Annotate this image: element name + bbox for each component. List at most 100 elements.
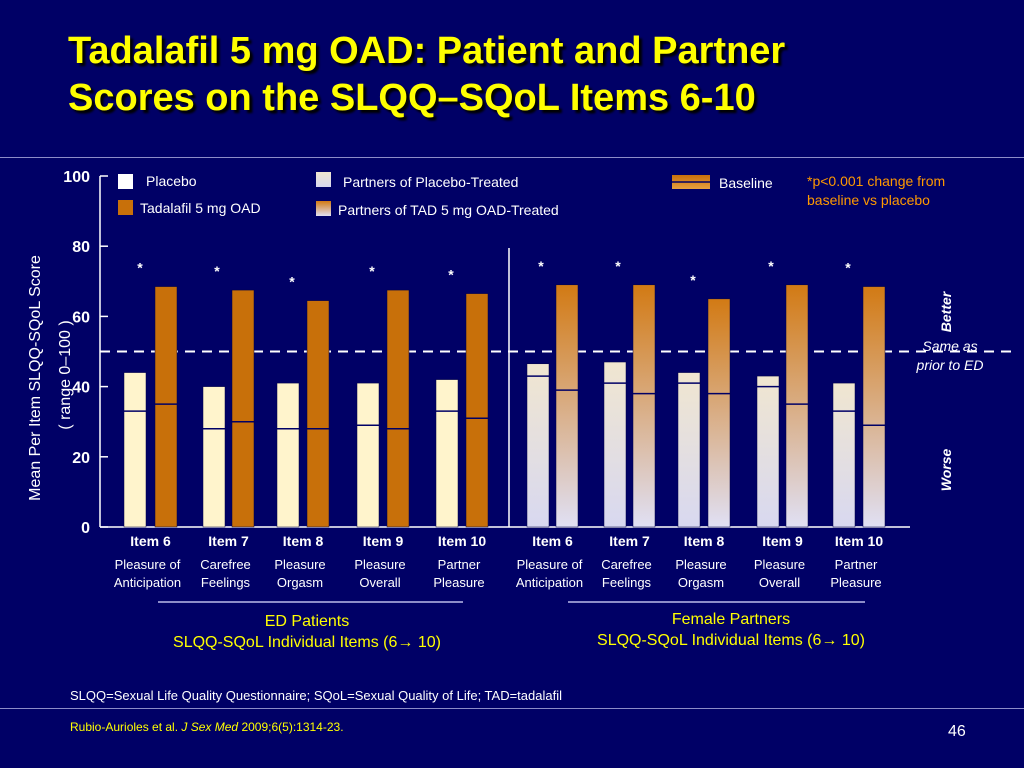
item-description: Carefree bbox=[601, 557, 652, 572]
item-description: Orgasm bbox=[277, 575, 323, 590]
ed-group-caption: ED Patients SLQQ-SQoL Individual Items (… bbox=[112, 611, 502, 653]
significance-asterisk: * bbox=[768, 258, 774, 274]
y-tick-label: 40 bbox=[72, 380, 90, 397]
significance-asterisk: * bbox=[448, 267, 454, 283]
item-description: Pleasure of bbox=[115, 557, 181, 572]
bar-partner-tad bbox=[555, 284, 579, 528]
bar-chart: 0 20 40 60 80 100 * * * * * * * * * * Item 6 Pleasure of… bbox=[27, 169, 1012, 603]
item-description: Anticipation bbox=[516, 575, 583, 590]
significance-asterisk: * bbox=[369, 263, 375, 279]
citation: Rubio-Aurioles et al. J Sex Med 2009;6(5… bbox=[70, 720, 344, 734]
item-description: Overall bbox=[759, 575, 800, 590]
bar-partner-tad bbox=[632, 284, 656, 528]
same-as-prior-line2: prior to ED bbox=[916, 357, 984, 373]
bar-placebo bbox=[435, 379, 459, 528]
slide-title-line2: Scores on the SLQQ–SQoL Items 6-10 bbox=[68, 77, 756, 119]
legend-label-partner-placebo: Partners of Placebo-Treated bbox=[343, 174, 518, 190]
x-category-label: Item 9 bbox=[762, 533, 803, 549]
bar-placebo bbox=[202, 386, 226, 528]
better-label: Better bbox=[938, 290, 954, 332]
x-category-label: Item 8 bbox=[283, 533, 324, 549]
significance-asterisk: * bbox=[214, 263, 220, 279]
page-number: 46 bbox=[948, 723, 966, 740]
significance-asterisk: * bbox=[690, 272, 696, 288]
y-axis-title-line1: Mean Per Item SLQQ-SQoL Score bbox=[27, 255, 44, 501]
legend-swatch-partner-placebo bbox=[316, 172, 331, 187]
item-description: Pleasure bbox=[274, 557, 325, 572]
same-as-prior-line1: Same as bbox=[922, 338, 977, 354]
x-category-label: Item 10 bbox=[835, 533, 883, 549]
x-category-label: Item 7 bbox=[208, 533, 249, 549]
legend-label-baseline: Baseline bbox=[719, 175, 773, 191]
significance-asterisk: * bbox=[137, 260, 143, 276]
item-description: Pleasure bbox=[830, 575, 881, 590]
legend-label-tadalafil: Tadalafil 5 mg OAD bbox=[140, 200, 261, 216]
ed-group-caption-line1: ED Patients bbox=[264, 613, 350, 630]
x-category-label: Item 6 bbox=[532, 533, 573, 549]
significance-asterisk: * bbox=[538, 258, 544, 274]
item-description: Orgasm bbox=[678, 575, 724, 590]
footer-divider bbox=[0, 708, 1024, 709]
legend-label-placebo: Placebo bbox=[146, 173, 197, 189]
item-description: Partner bbox=[438, 557, 481, 572]
legend-label-partner-tad: Partners of TAD 5 mg OAD-Treated bbox=[338, 202, 559, 218]
item-description: Pleasure bbox=[675, 557, 726, 572]
y-axis-title-line2: ( range 0–100 ) bbox=[57, 320, 74, 429]
y-tick-label: 20 bbox=[72, 450, 90, 467]
legend-swatch-tadalafil bbox=[118, 200, 133, 215]
item-description: Pleasure bbox=[754, 557, 805, 572]
item-description: Feelings bbox=[201, 575, 251, 590]
item-description: Partner bbox=[835, 557, 878, 572]
bar-partner-tad bbox=[707, 298, 731, 528]
bar-tadalafil bbox=[465, 293, 489, 528]
significance-asterisk: * bbox=[615, 258, 621, 274]
y-tick-label: 100 bbox=[63, 169, 90, 186]
worse-label: Worse bbox=[938, 449, 954, 492]
citation-details: 2009;6(5):1314-23. bbox=[241, 720, 344, 734]
item-description: Carefree bbox=[200, 557, 251, 572]
item-description: Pleasure bbox=[354, 557, 405, 572]
y-tick-label: 0 bbox=[81, 520, 90, 537]
footnote: SLQQ=Sexual Life Quality Questionnaire; … bbox=[70, 688, 562, 703]
legend-swatch-placebo bbox=[118, 174, 133, 189]
bar-partner-tad bbox=[862, 286, 886, 528]
x-category-label: Item 6 bbox=[130, 533, 171, 549]
bar-tadalafil bbox=[154, 286, 178, 528]
x-category-label: Item 10 bbox=[438, 533, 486, 549]
x-category-label: Item 9 bbox=[363, 533, 404, 549]
significance-asterisk: * bbox=[845, 260, 851, 276]
bar-partner-placebo bbox=[832, 382, 856, 528]
significance-note-line1: *p<0.001 change from bbox=[807, 173, 945, 189]
y-tick-label: 80 bbox=[72, 239, 90, 256]
bar-tadalafil bbox=[386, 289, 410, 528]
item-description: Overall bbox=[359, 575, 400, 590]
ed-group-caption-line2: SLQQ-SQoL Individual Items (6→ 10) bbox=[173, 634, 441, 651]
slide-title-line1: Tadalafil 5 mg OAD: Patient and Partner bbox=[68, 30, 786, 72]
bar-tadalafil bbox=[306, 300, 330, 528]
bar-placebo bbox=[123, 372, 147, 528]
item-description: Anticipation bbox=[114, 575, 181, 590]
x-category-label: Item 7 bbox=[609, 533, 650, 549]
citation-authors: Rubio-Aurioles et al. bbox=[70, 720, 179, 734]
item-description: Pleasure bbox=[433, 575, 484, 590]
x-category-label: Item 8 bbox=[684, 533, 725, 549]
title-divider bbox=[0, 157, 1024, 158]
item-description: Feelings bbox=[602, 575, 652, 590]
bar-partner-placebo bbox=[603, 361, 627, 528]
bar-partner-placebo bbox=[526, 363, 550, 528]
item-description: Pleasure of bbox=[517, 557, 583, 572]
y-tick-label: 60 bbox=[72, 309, 90, 326]
bar-tadalafil bbox=[231, 289, 255, 528]
significance-note-line2: baseline vs placebo bbox=[807, 192, 930, 208]
bar-partner-placebo bbox=[677, 372, 701, 528]
citation-journal: J Sex Med bbox=[181, 720, 239, 734]
bar-partner-tad bbox=[785, 284, 809, 528]
bar-placebo bbox=[276, 382, 300, 528]
slide-title: Tadalafil 5 mg OAD: Patient and Partner … bbox=[68, 28, 988, 122]
bar-partner-placebo bbox=[756, 375, 780, 528]
significance-asterisk: * bbox=[289, 274, 295, 290]
bar-placebo bbox=[356, 382, 380, 528]
partner-group-caption-line2: SLQQ-SQoL Individual Items (6→ 10) bbox=[597, 632, 865, 649]
legend-swatch-partner-tad bbox=[316, 201, 331, 216]
partner-group-caption: Female Partners SLQQ-SQoL Individual Ite… bbox=[536, 609, 926, 651]
